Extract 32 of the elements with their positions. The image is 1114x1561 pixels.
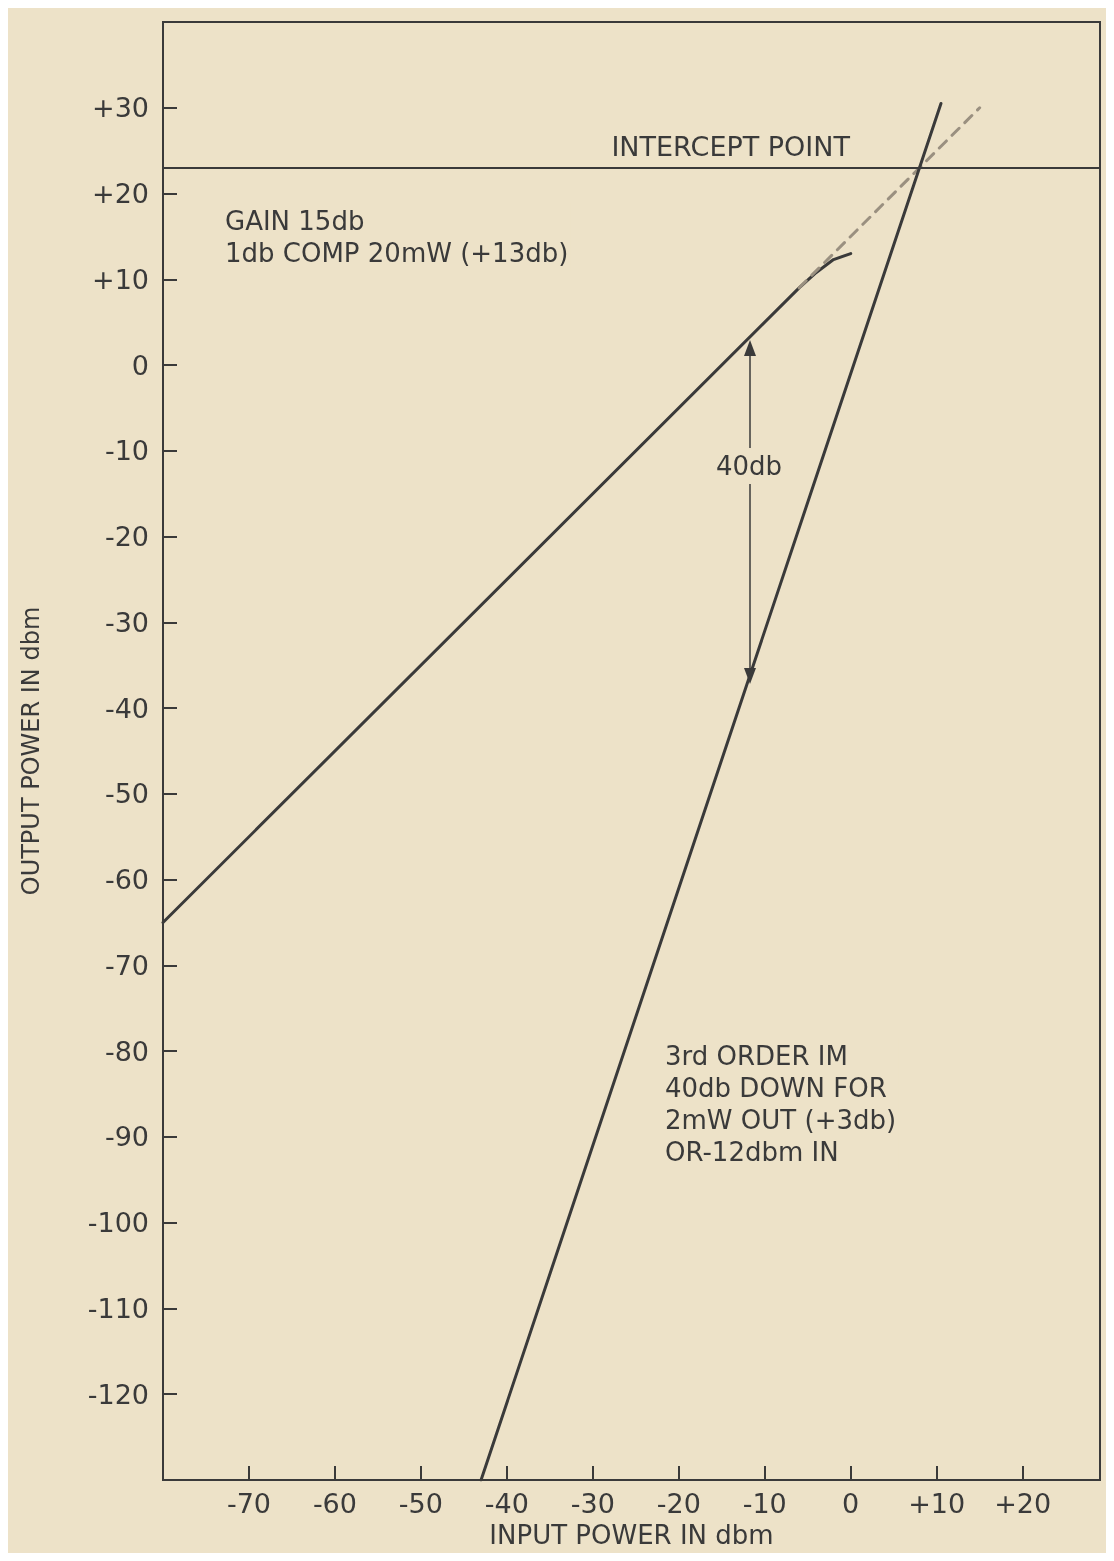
y-tick-label: +30 bbox=[92, 92, 149, 124]
y-tick-label: -100 bbox=[87, 1207, 149, 1239]
x-tick-label: 0 bbox=[842, 1488, 860, 1519]
y-tick-label: -40 bbox=[104, 692, 149, 724]
y-tick-label: -30 bbox=[104, 606, 149, 638]
x-tick-label: -50 bbox=[398, 1488, 443, 1519]
y-tick-label: +10 bbox=[92, 263, 149, 295]
y-tick-label: +20 bbox=[92, 178, 149, 210]
y-tick-label: -70 bbox=[104, 949, 149, 981]
x-tick-label: -40 bbox=[484, 1488, 529, 1519]
y-tick-label: -20 bbox=[104, 521, 149, 553]
x-tick-label: -60 bbox=[312, 1488, 357, 1519]
x-tick-label: +10 bbox=[908, 1488, 966, 1519]
x-tick-label: +20 bbox=[994, 1488, 1052, 1519]
annotation: 40db bbox=[716, 451, 783, 481]
x-tick-label: -30 bbox=[570, 1488, 615, 1519]
y-tick-label: -10 bbox=[104, 435, 149, 467]
y-tick-label: -120 bbox=[87, 1378, 149, 1410]
ref-line-label: INTERCEPT POINT bbox=[611, 130, 851, 162]
y-tick-label: -90 bbox=[104, 1121, 149, 1153]
y-tick-label: -80 bbox=[104, 1035, 149, 1067]
y-tick-label: -110 bbox=[87, 1292, 149, 1324]
annotation: 3rd ORDER IM 40db DOWN FOR 2mW OUT (+3db) OR-12dbm IN bbox=[665, 1041, 897, 1167]
y-tick-label: -60 bbox=[104, 864, 149, 896]
x-tick-label: -10 bbox=[742, 1488, 787, 1519]
y-axis-title: OUTPUT POWER IN dbm bbox=[17, 606, 45, 896]
y-tick-label: 0 bbox=[131, 349, 149, 381]
x-tick-label: -20 bbox=[656, 1488, 701, 1519]
x-tick-label: -70 bbox=[226, 1488, 272, 1519]
annotation: GAIN 15db 1db COMP 20mW (+13db) bbox=[225, 206, 569, 268]
y-tick-label: -50 bbox=[104, 778, 149, 810]
x-axis-title: INPUT POWER IN dbm bbox=[489, 1520, 774, 1550]
